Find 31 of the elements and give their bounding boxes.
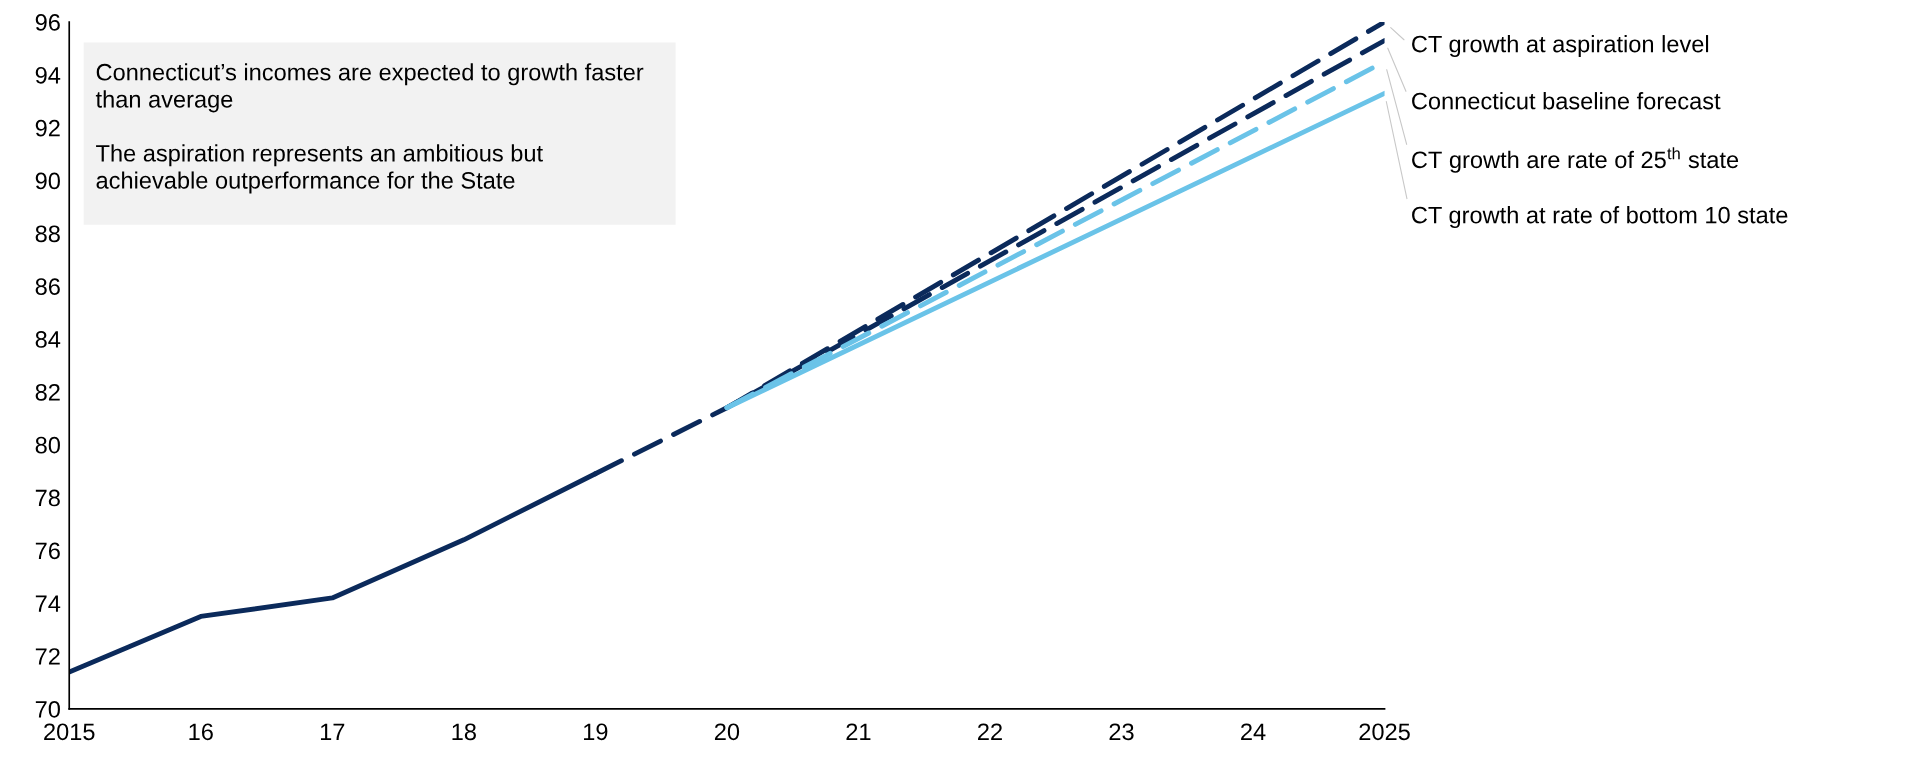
y-tick-label: 76 — [35, 542, 60, 560]
x-tick-label: 19 — [584, 723, 608, 741]
y-tick-label: 86 — [35, 278, 60, 295]
x-tick-label: 17 — [320, 723, 345, 740]
x-tick-label: 2015 — [44, 723, 95, 741]
series-label: CT growth at aspiration level — [1412, 35, 1709, 58]
y-tick-label: 80 — [35, 436, 60, 454]
y-tick-label: 94 — [35, 66, 61, 84]
y-tick-label: 74 — [35, 595, 61, 612]
y-tick-label: 70 — [35, 700, 60, 718]
x-tick-label: 16 — [189, 723, 213, 741]
x-tick-label: 24 — [1241, 723, 1266, 740]
y-tick-label: 72 — [35, 648, 60, 665]
y-tick-label: 92 — [35, 119, 60, 137]
x-tick-label: 21 — [846, 723, 871, 740]
annotation: The aspiration represents an ambitious but achievable outperformance for the State — [96, 144, 543, 194]
x-tick-label: 18 — [452, 723, 476, 741]
x-tick-label: 22 — [978, 723, 1002, 740]
y-tick-label: 88 — [35, 225, 60, 243]
text: Connecticut baseline forecast — [1412, 92, 1721, 110]
y-tick-label: 84 — [35, 331, 61, 348]
y-tick-label: 82 — [35, 383, 60, 401]
y-tick-label: 78 — [35, 489, 60, 507]
y-tick-label: 96 — [35, 14, 60, 31]
annotation: Connecticut’s incomes are expected to growth faster than average — [95, 63, 644, 113]
x-tick-label: 23 — [1109, 723, 1134, 741]
x-tick-label: 2025 — [1359, 723, 1410, 741]
y-tick-label: 90 — [35, 172, 60, 190]
text: CT growth are rate of 25$^{th}$ state — [1412, 147, 1739, 173]
text: CT growth at rate of bottom 10 state — [1412, 206, 1788, 229]
x-tick-label: 20 — [714, 723, 740, 741]
